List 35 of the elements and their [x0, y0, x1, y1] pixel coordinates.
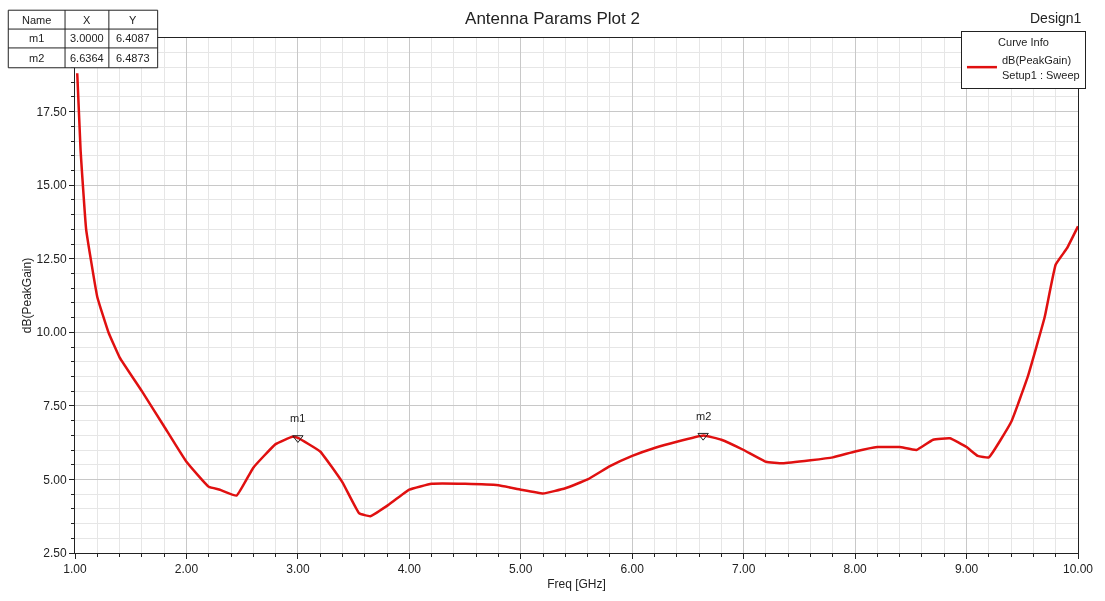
text: Design1 [1030, 10, 1082, 26]
y-tick-label: 17.50 [36, 104, 67, 119]
annotation: 6.6364 [70, 52, 104, 64]
annotation: 6.4087 [116, 32, 150, 44]
y-tick-label: 7.50 [43, 399, 67, 414]
x-tick-label: 5.00 [509, 562, 533, 577]
x-tick-label: 1.00 [63, 562, 87, 577]
text: m2 [29, 52, 45, 64]
y-tick-label: 15.00 [36, 178, 67, 193]
x-tick-label: 3.00 [286, 562, 310, 577]
text: Name [22, 14, 52, 26]
y-tick-label: 12.50 [36, 251, 67, 266]
annotation: 3.0000 [70, 32, 104, 44]
y-axis-title: dB(PeakGain) [19, 257, 34, 334]
x-tick-label: 8.00 [843, 562, 868, 577]
x-tick-label: 2.00 [174, 562, 199, 577]
x-axis-title: Freq [GHz] [547, 577, 606, 592]
text: m1 [29, 32, 45, 44]
legend-label: dB(PeakGain) Setup1 : Sweep [1001, 54, 1080, 81]
line-series [75, 72, 1078, 518]
x-tick-label: 4.00 [397, 562, 422, 577]
x-tick-label: 6.00 [620, 562, 645, 577]
text: Y [129, 14, 137, 26]
annotation: 6.4873 [116, 52, 150, 64]
text: X [83, 14, 91, 26]
y-tick-label: 10.00 [36, 325, 67, 340]
y-tick-label: 5.00 [43, 472, 67, 487]
chart-title: Antenna Params Plot 2 [465, 8, 640, 28]
y-tick-label: 2.50 [43, 546, 67, 561]
x-tick-label: 10.00 [1062, 562, 1094, 577]
annotation: m1 [290, 412, 306, 424]
x-tick-label: 7.00 [731, 562, 756, 577]
legend-title: Curve Info [998, 36, 1049, 49]
x-tick-label: 9.00 [954, 562, 979, 577]
annotation: m2 [696, 410, 712, 422]
